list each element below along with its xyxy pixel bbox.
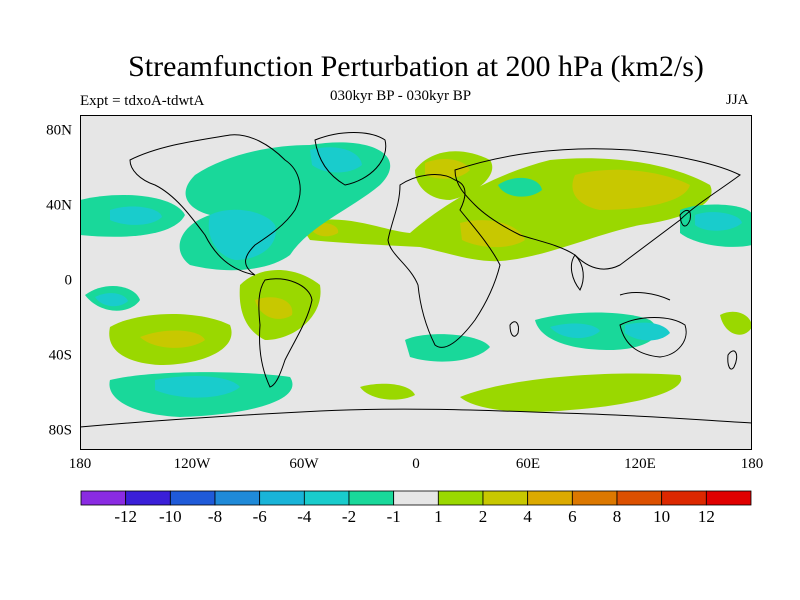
colorbar-swatch [393,490,439,506]
period-label: 030kyr BP - 030kyr BP [330,88,472,104]
colorbar-swatch [482,490,529,506]
colorbar [80,490,752,506]
lon-label-120w: 120W [173,456,211,472]
contour-southern-ocean-positive [460,373,682,412]
coast-north-america [129,134,301,276]
lon-label-0: 0 [412,456,420,472]
colorbar-tick-label: -4 [297,507,312,526]
contour-south-africa-negative [405,334,490,362]
experiment-label: Expt = tdxoA-tdwtA [80,93,205,109]
contour-greenland-cyan [310,147,362,173]
colorbar-tick-label: 1 [434,507,443,526]
lat-label-40n: 40N [46,197,72,214]
lon-label-60w: 60W [289,456,319,472]
contour-middle-east-yellow [460,220,525,248]
map-border [80,115,752,450]
contour-west-pacific-cyan [695,212,742,231]
coast-asia [454,148,741,270]
contour-asia-yellow [572,169,690,210]
colorbar-swatch [214,490,261,506]
coast-indonesia [619,292,671,301]
lon-label-60e: 60E [515,456,541,472]
colorbar-swatch [527,490,573,506]
colorbar-swatch [125,490,171,506]
colorbar-tick-label: -10 [158,507,182,526]
colorbar-tick-label: 8 [612,507,622,526]
colorbar-tick-label: 6 [568,507,577,526]
coast-europe-africa [387,174,501,348]
lat-label-40s: 40S [48,347,72,364]
colorbar-tick-label: -6 [252,507,267,526]
contour-atlantic-small-positive [360,383,415,400]
contour-north-pacific-cyan [110,206,162,225]
colorbar-swatch [437,490,484,506]
colorbar-swatch [169,490,216,506]
coastlines [80,132,752,428]
contour-west-pacific-positive [720,311,752,335]
colorbar-swatch [259,490,305,506]
coast-india [570,254,584,291]
contour-southeast-pacific-yellow [140,330,205,348]
colorbar-tick-label: 12 [697,507,715,526]
coast-greenland [314,132,387,186]
coast-japan [679,209,691,227]
colorbar-tick-label: 10 [653,507,671,526]
contour-east-pacific-cyan [95,293,128,307]
coast-antarctica [80,408,752,428]
lon-label-180w: 180 [68,456,92,472]
colorbar-swatch [661,490,707,506]
colorbar-tick-label: -12 [114,507,137,526]
lat-label-80s: 80S [48,422,72,439]
colorbar-swatch [348,490,395,506]
contour-europe-yellow [425,159,470,179]
contour-south-atlantic-yellow [255,297,293,319]
colorbar-swatch [705,490,752,506]
coast-australia [619,317,687,358]
coast-madagascar [509,321,519,337]
colorbar-swatch [616,490,663,506]
contour-north-america-cyan [208,209,276,260]
contour-south-pacific-cyan [155,375,240,398]
contour-australia-cyan [625,322,670,341]
colorbar-swatch [571,490,618,506]
coast-south-america [258,278,313,388]
colorbar-tick-label: -2 [341,507,357,526]
contour-south-indian-cyan [550,323,600,339]
contour-north-africa-negative [498,177,542,197]
lon-label-180e: 180 [740,456,764,472]
contour-fills [80,142,752,417]
map-panel [80,115,752,450]
colorbar-tick-label: -1 [386,507,401,526]
colorbar-tick-label: 4 [523,507,532,526]
plot-title: Streamfunction Perturbation at 200 hPa (… [128,50,704,83]
coast-new-zealand [727,350,738,370]
lat-label-0: 0 [64,272,73,289]
season-label: JJA [726,92,749,108]
colorbar-swatch [80,490,127,506]
colorbar-swatch [303,490,350,506]
lat-label-80n: 80N [46,122,72,139]
colorbar-tick-label: -8 [207,507,223,526]
colorbar-tick-label: 2 [478,507,488,526]
lon-label-120e: 120E [624,456,656,472]
